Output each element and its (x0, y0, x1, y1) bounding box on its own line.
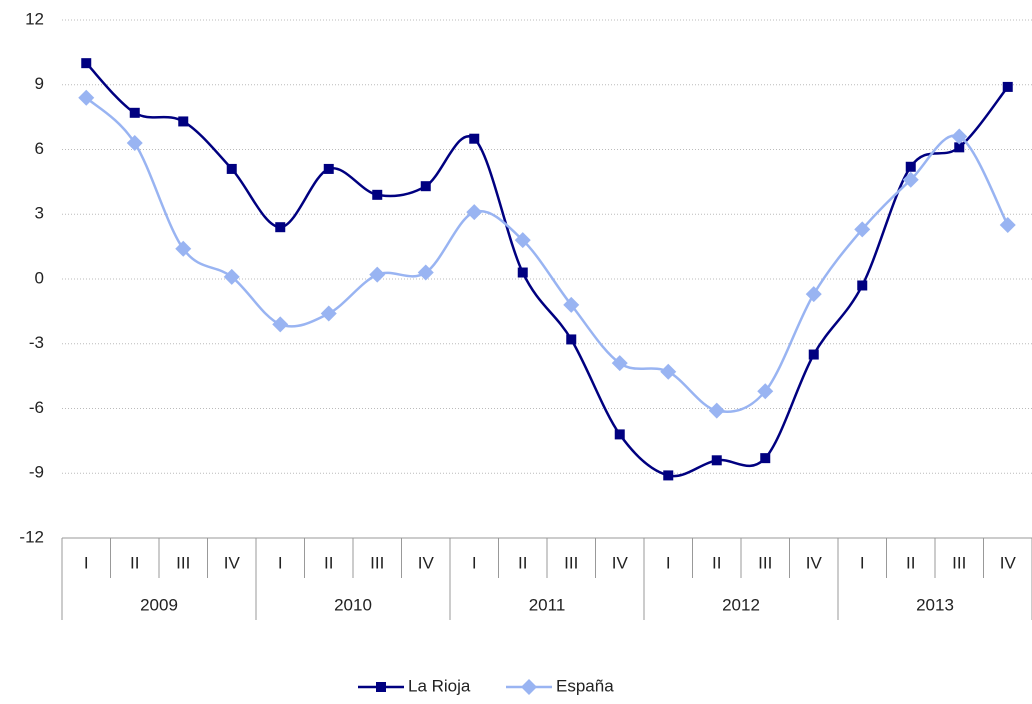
marker (521, 679, 537, 695)
series-line (85, 96, 1009, 413)
marker (369, 266, 386, 283)
marker (469, 133, 480, 144)
x-tick-label: IV (806, 553, 823, 572)
marker (81, 58, 92, 69)
marker (566, 334, 577, 345)
x-tick-label: III (176, 553, 190, 572)
x-tick-label: IV (612, 553, 629, 572)
y-tick-label: -9 (29, 463, 44, 482)
x-group-label: 2012 (722, 595, 760, 614)
y-tick-label: 6 (35, 139, 44, 158)
x-tick-label: II (712, 553, 721, 572)
y-tick-label: -12 (19, 527, 44, 546)
marker (129, 107, 140, 118)
x-tick-label: II (906, 553, 915, 572)
marker (272, 316, 289, 333)
marker (275, 222, 286, 233)
x-tick-label: I (84, 553, 89, 572)
marker (757, 383, 774, 400)
marker (126, 135, 143, 152)
x-tick-label: II (518, 553, 527, 572)
marker (466, 204, 483, 221)
marker (420, 181, 431, 192)
x-tick-label: IV (418, 553, 435, 572)
marker (1002, 81, 1013, 92)
y-tick-label: 9 (35, 74, 44, 93)
marker (954, 142, 965, 153)
x-tick-label: II (324, 553, 333, 572)
x-group-label: 2011 (529, 595, 566, 614)
marker (372, 189, 383, 200)
marker (711, 455, 722, 466)
x-tick-label: II (130, 553, 139, 572)
marker (902, 171, 919, 188)
y-tick-label: -6 (29, 398, 44, 417)
marker (320, 305, 337, 322)
marker (563, 296, 580, 313)
marker (663, 470, 674, 481)
x-group-label: 2013 (916, 595, 954, 614)
marker (808, 349, 819, 360)
x-tick-label: I (666, 553, 671, 572)
marker (805, 286, 822, 303)
marker (514, 232, 531, 249)
x-tick-label: IV (1000, 553, 1017, 572)
x-tick-label: III (370, 553, 384, 572)
marker (226, 163, 237, 174)
marker (178, 116, 189, 127)
y-tick-label: 3 (35, 204, 44, 223)
x-tick-label: III (564, 553, 578, 572)
marker (857, 280, 868, 291)
marker (660, 363, 677, 380)
marker (223, 268, 240, 285)
y-tick-label: -3 (29, 333, 44, 352)
marker (614, 429, 625, 440)
marker (78, 89, 95, 106)
marker (376, 682, 386, 692)
x-tick-label: IV (224, 553, 241, 572)
marker (175, 240, 192, 257)
y-tick-label: 12 (25, 9, 44, 28)
marker (517, 267, 528, 278)
x-tick-label: III (952, 553, 966, 572)
marker (611, 355, 628, 372)
marker (999, 217, 1016, 234)
x-tick-label: III (758, 553, 772, 572)
marker (760, 453, 771, 464)
y-tick-label: 0 (35, 268, 44, 287)
marker (905, 161, 916, 172)
marker (951, 128, 968, 145)
marker (323, 163, 334, 174)
marker (708, 402, 725, 419)
x-group-label: 2010 (334, 595, 372, 614)
marker (417, 264, 434, 281)
x-tick-label: I (860, 553, 865, 572)
legend-label: La Rioja (408, 676, 471, 695)
x-group-label: 2009 (140, 595, 178, 614)
x-tick-label: I (472, 553, 477, 572)
legend-label: España (556, 676, 614, 695)
marker (854, 221, 871, 238)
x-tick-label: I (278, 553, 283, 572)
